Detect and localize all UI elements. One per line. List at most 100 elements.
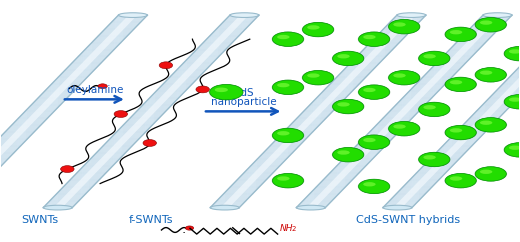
Ellipse shape: [358, 85, 389, 99]
Ellipse shape: [143, 140, 157, 146]
Polygon shape: [210, 15, 426, 208]
Ellipse shape: [271, 128, 304, 143]
Text: SWNTs: SWNTs: [21, 215, 58, 225]
Ellipse shape: [363, 138, 375, 142]
Ellipse shape: [423, 54, 436, 58]
Text: CdS-SWNT hybrids: CdS-SWNT hybrids: [356, 215, 460, 225]
Ellipse shape: [388, 19, 420, 34]
Ellipse shape: [277, 83, 290, 87]
Polygon shape: [383, 15, 520, 208]
Ellipse shape: [504, 46, 520, 61]
Ellipse shape: [480, 121, 492, 125]
Ellipse shape: [363, 182, 375, 186]
Ellipse shape: [388, 121, 420, 136]
Ellipse shape: [423, 155, 436, 159]
Ellipse shape: [393, 73, 406, 78]
Ellipse shape: [480, 20, 492, 25]
Ellipse shape: [450, 80, 462, 84]
Ellipse shape: [445, 77, 476, 92]
Ellipse shape: [383, 205, 412, 210]
Ellipse shape: [363, 35, 375, 39]
Ellipse shape: [419, 152, 450, 167]
Text: 2: 2: [292, 226, 296, 232]
Ellipse shape: [196, 86, 210, 93]
Ellipse shape: [393, 22, 406, 27]
Text: CdS: CdS: [233, 88, 254, 98]
Ellipse shape: [474, 67, 507, 82]
Ellipse shape: [43, 205, 72, 210]
Ellipse shape: [271, 173, 304, 188]
Ellipse shape: [419, 102, 450, 117]
Polygon shape: [306, 15, 502, 208]
Ellipse shape: [114, 111, 127, 117]
Ellipse shape: [272, 32, 304, 46]
Ellipse shape: [230, 13, 259, 17]
Ellipse shape: [358, 135, 389, 149]
Ellipse shape: [119, 13, 148, 17]
Polygon shape: [54, 15, 249, 208]
Ellipse shape: [388, 121, 421, 136]
Ellipse shape: [302, 22, 334, 37]
Ellipse shape: [418, 102, 451, 117]
Ellipse shape: [337, 150, 350, 155]
Ellipse shape: [358, 32, 391, 47]
Ellipse shape: [271, 32, 304, 47]
Ellipse shape: [503, 46, 520, 61]
Ellipse shape: [504, 143, 520, 157]
Ellipse shape: [332, 99, 365, 114]
Ellipse shape: [272, 128, 304, 143]
Ellipse shape: [397, 13, 426, 17]
Ellipse shape: [303, 22, 334, 37]
Ellipse shape: [358, 179, 391, 194]
Polygon shape: [43, 15, 259, 208]
Ellipse shape: [445, 125, 476, 140]
Ellipse shape: [363, 88, 375, 92]
Ellipse shape: [215, 88, 228, 92]
Ellipse shape: [210, 205, 239, 210]
Ellipse shape: [333, 51, 363, 66]
Ellipse shape: [475, 167, 506, 181]
Ellipse shape: [272, 174, 304, 188]
Text: :: :: [181, 224, 185, 236]
Polygon shape: [220, 15, 416, 208]
Ellipse shape: [358, 32, 389, 46]
Polygon shape: [296, 15, 512, 208]
Ellipse shape: [307, 25, 320, 30]
Ellipse shape: [474, 166, 507, 182]
Ellipse shape: [277, 131, 290, 136]
Ellipse shape: [450, 30, 462, 34]
Ellipse shape: [296, 205, 326, 210]
Ellipse shape: [186, 226, 193, 230]
Text: oleylamine: oleylamine: [67, 84, 124, 95]
Ellipse shape: [503, 94, 520, 109]
Ellipse shape: [503, 142, 520, 158]
Ellipse shape: [332, 51, 365, 66]
Ellipse shape: [475, 118, 506, 132]
Ellipse shape: [98, 84, 107, 89]
Ellipse shape: [475, 17, 506, 32]
Text: NH: NH: [280, 224, 294, 233]
Ellipse shape: [393, 124, 406, 129]
Ellipse shape: [333, 147, 363, 162]
Ellipse shape: [450, 128, 462, 133]
Ellipse shape: [337, 54, 350, 58]
Ellipse shape: [307, 73, 320, 78]
Ellipse shape: [272, 80, 304, 95]
Ellipse shape: [277, 35, 290, 39]
Ellipse shape: [504, 95, 520, 109]
Ellipse shape: [210, 84, 243, 100]
Ellipse shape: [509, 49, 520, 54]
Ellipse shape: [445, 77, 477, 92]
Ellipse shape: [423, 105, 436, 109]
Ellipse shape: [332, 147, 365, 162]
Ellipse shape: [303, 70, 334, 85]
Text: f-SWNTs: f-SWNTs: [129, 215, 173, 225]
Ellipse shape: [474, 117, 507, 132]
Ellipse shape: [445, 173, 477, 188]
Ellipse shape: [358, 135, 391, 150]
Polygon shape: [0, 15, 148, 208]
Ellipse shape: [388, 70, 421, 85]
Ellipse shape: [509, 145, 520, 150]
Text: nanoparticle: nanoparticle: [211, 97, 276, 106]
Ellipse shape: [445, 125, 477, 140]
